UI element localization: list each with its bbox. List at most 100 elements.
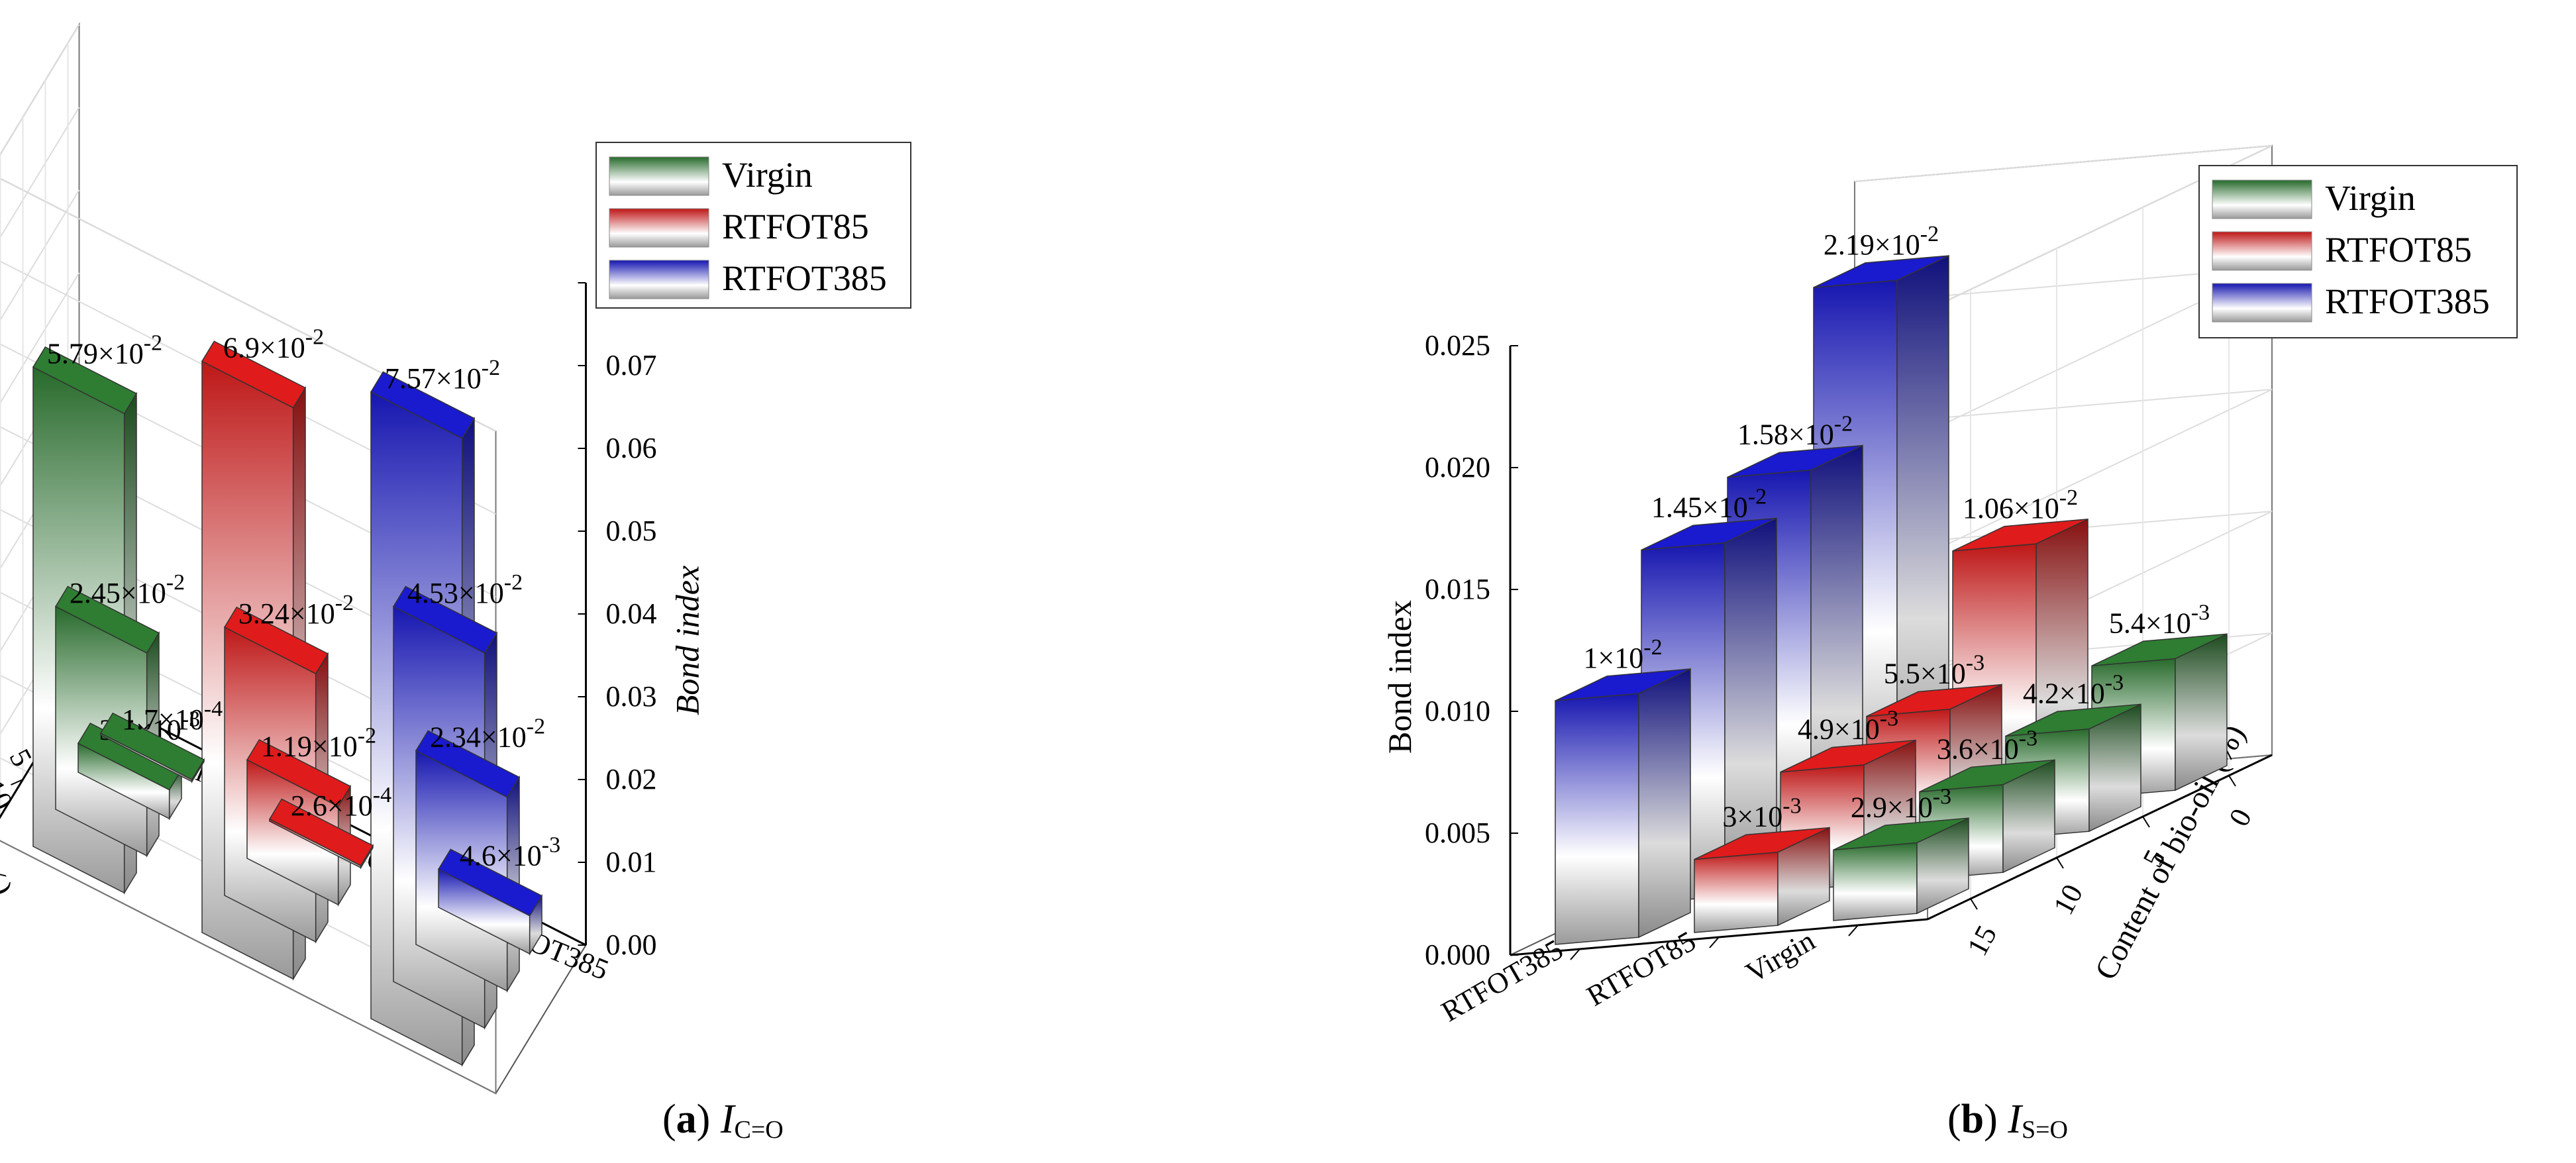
bar-face-top bbox=[201, 340, 307, 409]
bar-face-front bbox=[1555, 693, 1639, 945]
z-axis-title: Bond index bbox=[669, 566, 706, 715]
bar-value-label: 1.06×10-2 bbox=[1963, 485, 2078, 525]
z-tick-label: 0.000 bbox=[1425, 938, 1490, 971]
caption-a-symbol: I bbox=[720, 1097, 735, 1142]
bar-value-label: 2.34×10-2 bbox=[430, 715, 545, 754]
bar-face-front bbox=[1694, 851, 1778, 933]
bar-face-top bbox=[370, 371, 476, 439]
bar-face-top bbox=[1694, 827, 1830, 860]
bar-face-top bbox=[1866, 683, 2002, 717]
caption-b-subscript: S=O bbox=[2021, 1116, 2068, 1144]
bar-face-side bbox=[2175, 633, 2228, 791]
caption-a: (a) IC=O bbox=[662, 1097, 784, 1144]
bar-rtfot85-15: 3×10-3 bbox=[1694, 794, 1830, 933]
bars-group: 5.4×10-3 1.06×10-2 2.19×10-2 4.2×10-3 5.5×10… bbox=[1555, 222, 2228, 945]
content-tick-mark bbox=[2142, 816, 2150, 828]
legend-swatch-rtfot85 bbox=[609, 208, 709, 248]
bars-group: 5.79×10-2 6.9×10-2 7.57×10-2 2.45×10-2 3.24×… bbox=[32, 325, 560, 1067]
gridline-back bbox=[0, 107, 80, 239]
series-tick-mark bbox=[1709, 936, 1720, 948]
bar-value-label: 5.4×10-3 bbox=[2109, 600, 2210, 639]
bar-face-top bbox=[1833, 817, 1969, 851]
bar-face-top bbox=[54, 585, 160, 654]
caption-b: (b) IS=O bbox=[1947, 1097, 2068, 1144]
bar-value-label: 1.19×10-2 bbox=[261, 723, 376, 762]
gridline-back bbox=[0, 272, 80, 405]
bar-value-label: 4.2×10-3 bbox=[2023, 670, 2124, 709]
bar-value-label: 2.45×10-2 bbox=[70, 570, 185, 609]
bar-face-top bbox=[2005, 703, 2141, 737]
content-tick-mark bbox=[2056, 857, 2064, 869]
z-tick-label: 0.04 bbox=[606, 597, 657, 630]
bar-value-label: 5.5×10-3 bbox=[1884, 651, 1984, 690]
bar-rtfot385-15: 1×10-2 bbox=[1555, 635, 1691, 945]
caption-b-symbol: I bbox=[2008, 1097, 2022, 1142]
z-tick-label: 0.005 bbox=[1425, 817, 1490, 849]
bar-value-label: 5.79×10-2 bbox=[47, 330, 162, 370]
bar-value-label: 2.19×10-2 bbox=[1824, 222, 1939, 261]
bar-value-label: 1.58×10-2 bbox=[1737, 412, 1853, 451]
bar-face-top bbox=[1641, 517, 1777, 551]
content-tick-label: 10 bbox=[2047, 879, 2089, 920]
bar-face-top bbox=[2091, 633, 2228, 667]
bar-value-label: 2.6×10-4 bbox=[291, 783, 391, 822]
chart-a: 0.000.010.020.030.040.050.060.070.08Bond… bbox=[0, 22, 911, 1095]
bar-value-label: 1.7×10-4 bbox=[122, 697, 223, 736]
z-tick-label: 0.015 bbox=[1425, 573, 1490, 605]
bar-face-top bbox=[99, 712, 205, 781]
bar-face-top bbox=[1952, 519, 2088, 552]
bar-face-top bbox=[1555, 668, 1691, 701]
z-tick-label: 0.05 bbox=[606, 515, 657, 547]
bar-value-label: 2.9×10-3 bbox=[1851, 784, 1951, 823]
bar-value-label: 6.9×10-2 bbox=[223, 325, 324, 364]
z-tick-label: 0.025 bbox=[1425, 329, 1490, 362]
gridline-back bbox=[0, 24, 80, 156]
content-axis-line bbox=[1927, 754, 2273, 921]
content-tick-label: 15 bbox=[1961, 920, 2003, 961]
bar-face-front bbox=[1833, 842, 1918, 921]
chart-b: 0.000 0.005 0.010 0.015 0.020 0.025 Bond index… bbox=[1381, 144, 2518, 1028]
bar-value-label: 3.6×10-3 bbox=[1937, 727, 2037, 766]
z-tick-label: 0.07 bbox=[606, 349, 657, 381]
series-tick-mark bbox=[1570, 948, 1580, 960]
bar-virgin-0: 1.7×10-4 bbox=[99, 697, 223, 784]
legend-swatch-rtfot385 bbox=[609, 260, 709, 299]
bar-value-label: 1.45×10-2 bbox=[1651, 484, 1767, 523]
legend-label-virgin: Virgin bbox=[2325, 178, 2416, 218]
bar-face-side bbox=[1638, 668, 1691, 938]
bar-face-top bbox=[223, 606, 329, 675]
z-tick-label: 0.00 bbox=[606, 929, 657, 961]
z-tick-label: 0.06 bbox=[606, 432, 657, 464]
content-tick-mark bbox=[11, 779, 23, 785]
bar-face-top bbox=[1919, 759, 2055, 793]
z-tick-label: 0.020 bbox=[1425, 451, 1490, 483]
bar-value-label: 1×10-2 bbox=[1583, 635, 1662, 674]
z-tick-label: 0.03 bbox=[606, 680, 657, 713]
caption-b-letter: b bbox=[1961, 1097, 1984, 1142]
content-tick-mark bbox=[2228, 775, 2236, 787]
z-tick-label: 0.01 bbox=[606, 846, 657, 878]
legend-swatch-rtfot385 bbox=[2212, 283, 2312, 323]
legend-swatch-rtfot85 bbox=[2212, 231, 2312, 271]
bar-face-top bbox=[415, 730, 521, 798]
gridline-back bbox=[0, 189, 80, 322]
legend-label-rtfot385: RTFOT385 bbox=[722, 258, 887, 298]
bar-value-label: 4.6×10-3 bbox=[460, 833, 560, 872]
bar-face-top bbox=[268, 798, 374, 866]
series-tick-mark bbox=[1848, 925, 1859, 936]
z-axis-title: Bond index bbox=[1381, 600, 1418, 754]
content-tick-label: 0 bbox=[2222, 803, 2258, 831]
bar-face-top bbox=[437, 848, 543, 917]
legend-label-virgin: Virgin bbox=[722, 155, 813, 195]
legend-swatch-virgin bbox=[609, 156, 709, 196]
legend: Virgin RTFOT85 RTFOT385 bbox=[2198, 165, 2518, 338]
z-tick-label: 0.02 bbox=[606, 763, 657, 795]
legend: Virgin RTFOT85 RTFOT385 bbox=[595, 142, 911, 309]
caption-a-letter: a bbox=[676, 1097, 697, 1142]
gridline-back bbox=[1927, 389, 2273, 554]
legend-label-rtfot85: RTFOT85 bbox=[2325, 230, 2472, 270]
content-tick-mark bbox=[1970, 898, 1978, 910]
caption-a-subscript: C=O bbox=[734, 1116, 784, 1144]
bar-face-top bbox=[32, 346, 138, 415]
bar-value-label: 7.57×10-2 bbox=[385, 356, 500, 395]
